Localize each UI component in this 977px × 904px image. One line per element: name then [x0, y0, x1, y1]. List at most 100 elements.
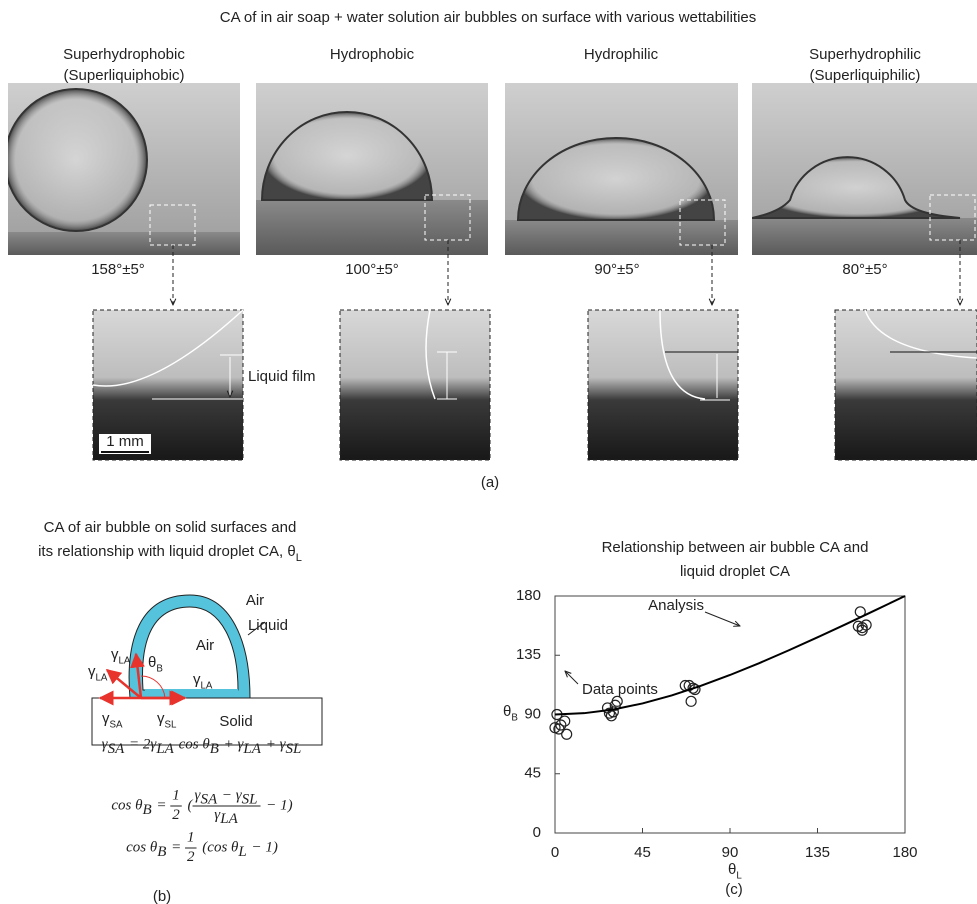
y-axis-label-main: θ [503, 703, 511, 720]
equation-symbol: γ [214, 807, 221, 823]
diagram-label: Air [246, 592, 264, 609]
diagram-label-sub: B [156, 663, 163, 674]
data-point [559, 715, 571, 727]
x-tick-label: 135 [805, 844, 830, 861]
column-title: Superhydrophobic [63, 46, 185, 63]
equation-symbol: γ [150, 736, 157, 752]
equation-subscript: LA [155, 741, 174, 757]
y-axis-label-sub: B [511, 712, 518, 723]
equation-text: − 1) [248, 839, 278, 855]
y-tick-label: 180 [516, 587, 541, 604]
column-title: Hydrophilic [584, 46, 659, 63]
diagram-label: γLA [193, 671, 213, 691]
equation-symbol: θ [150, 839, 158, 855]
equation-symbol: γ [236, 788, 243, 804]
equation-text: 2 [187, 849, 195, 865]
diagram-label: γLA [111, 646, 131, 666]
x-tick-label: 90 [722, 844, 739, 861]
panel-title-sub: L [296, 552, 302, 564]
contact-angle: 90°±5° [594, 261, 639, 278]
caption: (a) [481, 474, 499, 491]
equation-text: (cos [199, 839, 232, 855]
equation-subscript: LA [219, 811, 238, 827]
equation-text: 1 [172, 788, 180, 804]
analysis-line [554, 595, 906, 716]
detail-photo [92, 309, 977, 461]
equation-subscript: B [142, 802, 151, 818]
equation-symbol: γ [102, 736, 109, 752]
photo [8, 83, 240, 255]
panel-title: its relationship with liquid droplet CA,… [38, 543, 302, 564]
equation-subscript: SL [242, 792, 258, 808]
fraction-numerator: γ SA − γ SL [195, 788, 258, 808]
equation-text: = 2 [125, 736, 151, 752]
equation-text: + [262, 736, 280, 752]
caption: (c) [725, 881, 743, 898]
diagram-label-main: γ [193, 671, 201, 688]
equation-text: − [218, 788, 236, 804]
equation-subscript: SA [108, 741, 126, 757]
equation-symbol: θ [231, 839, 239, 855]
data-point [856, 621, 868, 634]
data-point [555, 719, 567, 731]
equation-text: 2 [172, 807, 180, 823]
chart-title: Relationship between air bubble CA and [602, 539, 869, 556]
x-axis-label-sub: L [736, 870, 742, 881]
diagram-label-main: γ [111, 646, 119, 663]
panel-title-main: its relationship with liquid droplet CA,… [38, 543, 296, 560]
column-subtitle: (Superliquiphobic) [64, 67, 185, 84]
x-tick-label: 45 [634, 844, 651, 861]
x-axis-label: θL [728, 861, 742, 881]
x-axis-label-main: θ [728, 861, 736, 878]
equation-text: cos [175, 736, 203, 752]
equation-text: − 1) [263, 797, 293, 813]
plot-frame [554, 595, 906, 834]
equation-subscript: L [237, 844, 246, 860]
equation-text: 1 [187, 830, 195, 846]
equation-symbol: γ [238, 736, 245, 752]
diagram-label-sub: SA [110, 719, 124, 730]
photo [256, 83, 488, 255]
diagram-label-main: Solid [219, 713, 252, 730]
equation-text: ( [184, 797, 194, 813]
diagram-label-main: θ [148, 654, 156, 671]
equation-symbol: γ [195, 788, 202, 804]
film-label: Liquid film [248, 368, 316, 385]
equation-symbol: γ [280, 736, 287, 752]
diagram-label-main: γ [102, 710, 110, 727]
column-title: Hydrophobic [330, 46, 415, 63]
y-axis-label: θB [503, 703, 518, 723]
diagram-label-sub: LA [201, 680, 213, 691]
diagram-label-main: γ [157, 710, 165, 727]
dashed-arrow [173, 240, 960, 305]
diagram-label: Air [196, 637, 214, 654]
fraction-numerator: 1 [187, 830, 195, 846]
data-point [561, 728, 573, 740]
diagram-label-sub: SL [165, 719, 178, 730]
diagram-label-sub: LA [119, 655, 131, 666]
y-tick-label: 45 [524, 765, 541, 782]
diagram-label-main: Liquid [248, 617, 288, 634]
x-tick-label: 0 [551, 844, 559, 861]
column-subtitle: (Superliquiphilic) [810, 67, 921, 84]
equation-subscript: LA [242, 741, 261, 757]
photo [752, 83, 977, 255]
column-title: Superhydrophilic [809, 46, 921, 63]
contact-angle: 80°±5° [842, 261, 887, 278]
contact-angle: 158°±5° [91, 261, 145, 278]
y-tick-label: 0 [533, 824, 541, 841]
diagram-label-main: Air [246, 592, 264, 609]
diagram-label: γLA [88, 663, 108, 683]
equation-text: cos [126, 839, 150, 855]
scale-bar-label: 1 mm [106, 433, 144, 450]
equation-text: cos [111, 797, 135, 813]
caption: (b) [153, 888, 171, 904]
diagram-label: γSL [157, 710, 177, 730]
data-point [687, 682, 699, 694]
panel-title: CA of air bubble on solid surfaces and [44, 519, 297, 536]
figure-title: CA of in air soap + water solution air b… [220, 9, 757, 26]
